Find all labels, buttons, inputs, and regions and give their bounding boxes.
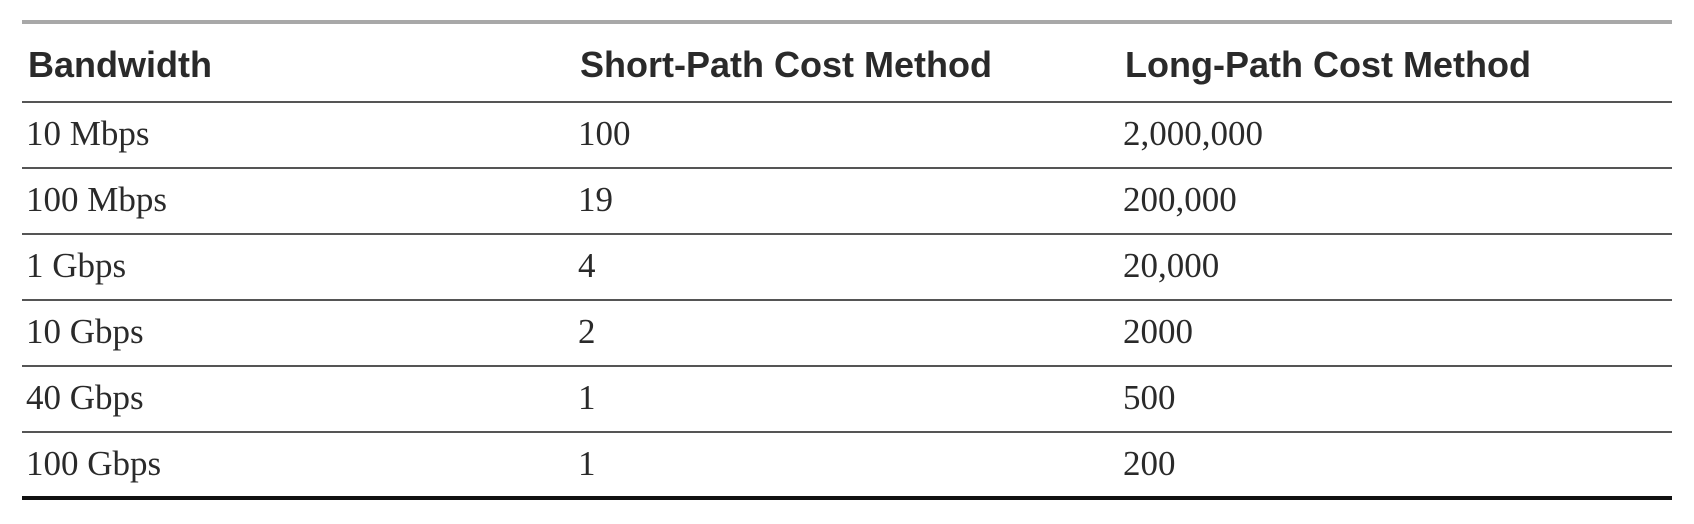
table-row: 100 Mbps 19 200,000 [22,168,1672,234]
cell-short-path-cost: 4 [578,246,596,285]
table-row: 10 Mbps 100 2,000,000 [22,102,1672,168]
cell-long-path-cost: 2000 [1123,312,1193,351]
table-row: 100 Gbps 1 200 [22,432,1672,498]
cell-long-path-cost: 200 [1123,443,1176,483]
table-body: 10 Mbps 100 2,000,000 100 Mbps 19 200,00… [22,102,1672,498]
cell-short-path-cost: 1 [578,443,596,483]
table-row: 40 Gbps 1 500 [22,366,1672,432]
cell-bandwidth: 40 Gbps [26,378,144,417]
cell-long-path-cost: 200,000 [1123,180,1237,219]
cell-short-path-cost: 100 [578,114,631,153]
header-long-path-cost: Long-Path Cost Method [1125,43,1531,85]
cell-bandwidth: 10 Mbps [26,114,150,153]
header-short-path-cost: Short-Path Cost Method [580,43,992,85]
cell-bandwidth: 100 Gbps [26,443,162,483]
path-cost-table: Bandwidth Short-Path Cost Method Long-Pa… [22,20,1672,500]
cell-long-path-cost: 2,000,000 [1123,114,1263,153]
cell-long-path-cost: 500 [1123,378,1176,417]
cell-bandwidth: 100 Mbps [26,180,167,219]
header-row: Bandwidth Short-Path Cost Method Long-Pa… [22,22,1672,102]
cell-short-path-cost: 19 [578,180,613,219]
table-header: Bandwidth Short-Path Cost Method Long-Pa… [22,22,1672,102]
table-row: 1 Gbps 4 20,000 [22,234,1672,300]
cell-long-path-cost: 20,000 [1123,246,1220,285]
cell-short-path-cost: 2 [578,312,596,351]
cell-bandwidth: 10 Gbps [26,312,144,351]
header-bandwidth: Bandwidth [28,43,212,85]
cell-bandwidth: 1 Gbps [26,246,127,285]
cell-short-path-cost: 1 [578,378,596,417]
table-row: 10 Gbps 2 2000 [22,300,1672,366]
